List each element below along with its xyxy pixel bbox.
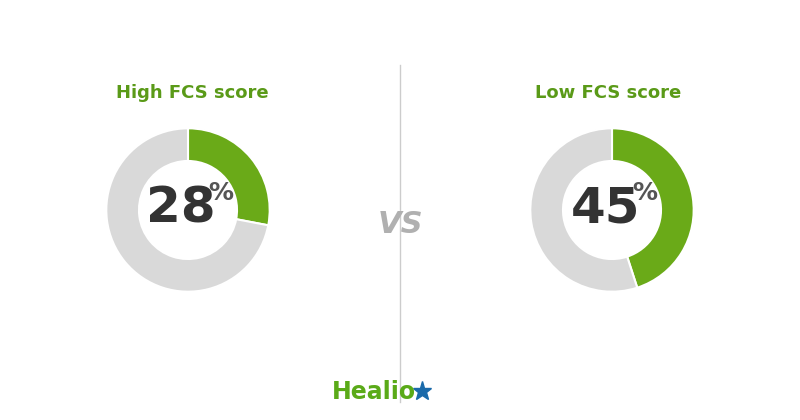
Text: Healio: Healio: [332, 380, 417, 404]
Text: High FCS score: High FCS score: [116, 84, 268, 102]
Wedge shape: [612, 128, 694, 288]
Text: %: %: [632, 181, 657, 205]
Text: 45: 45: [570, 184, 640, 232]
Text: Low FCS score: Low FCS score: [535, 84, 681, 102]
Wedge shape: [530, 128, 638, 292]
Text: 28: 28: [146, 184, 216, 232]
Text: VS: VS: [377, 210, 423, 239]
Wedge shape: [188, 128, 270, 225]
Text: %: %: [208, 181, 233, 205]
Text: 3-month CR rate according to pre-CAR-T genomic instability score: 3-month CR rate according to pre-CAR-T g…: [26, 23, 774, 42]
Wedge shape: [106, 128, 268, 292]
